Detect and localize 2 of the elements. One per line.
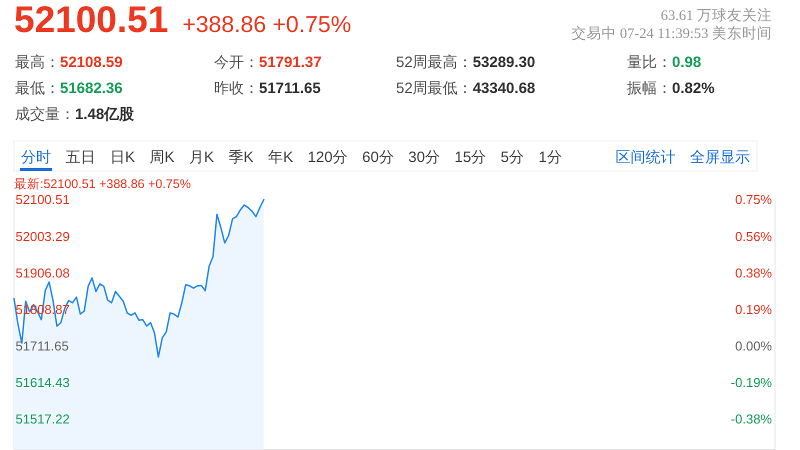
title: 52100.51 (14, 0, 168, 40)
subtitle: +388.86 +0.75% (182, 11, 352, 37)
